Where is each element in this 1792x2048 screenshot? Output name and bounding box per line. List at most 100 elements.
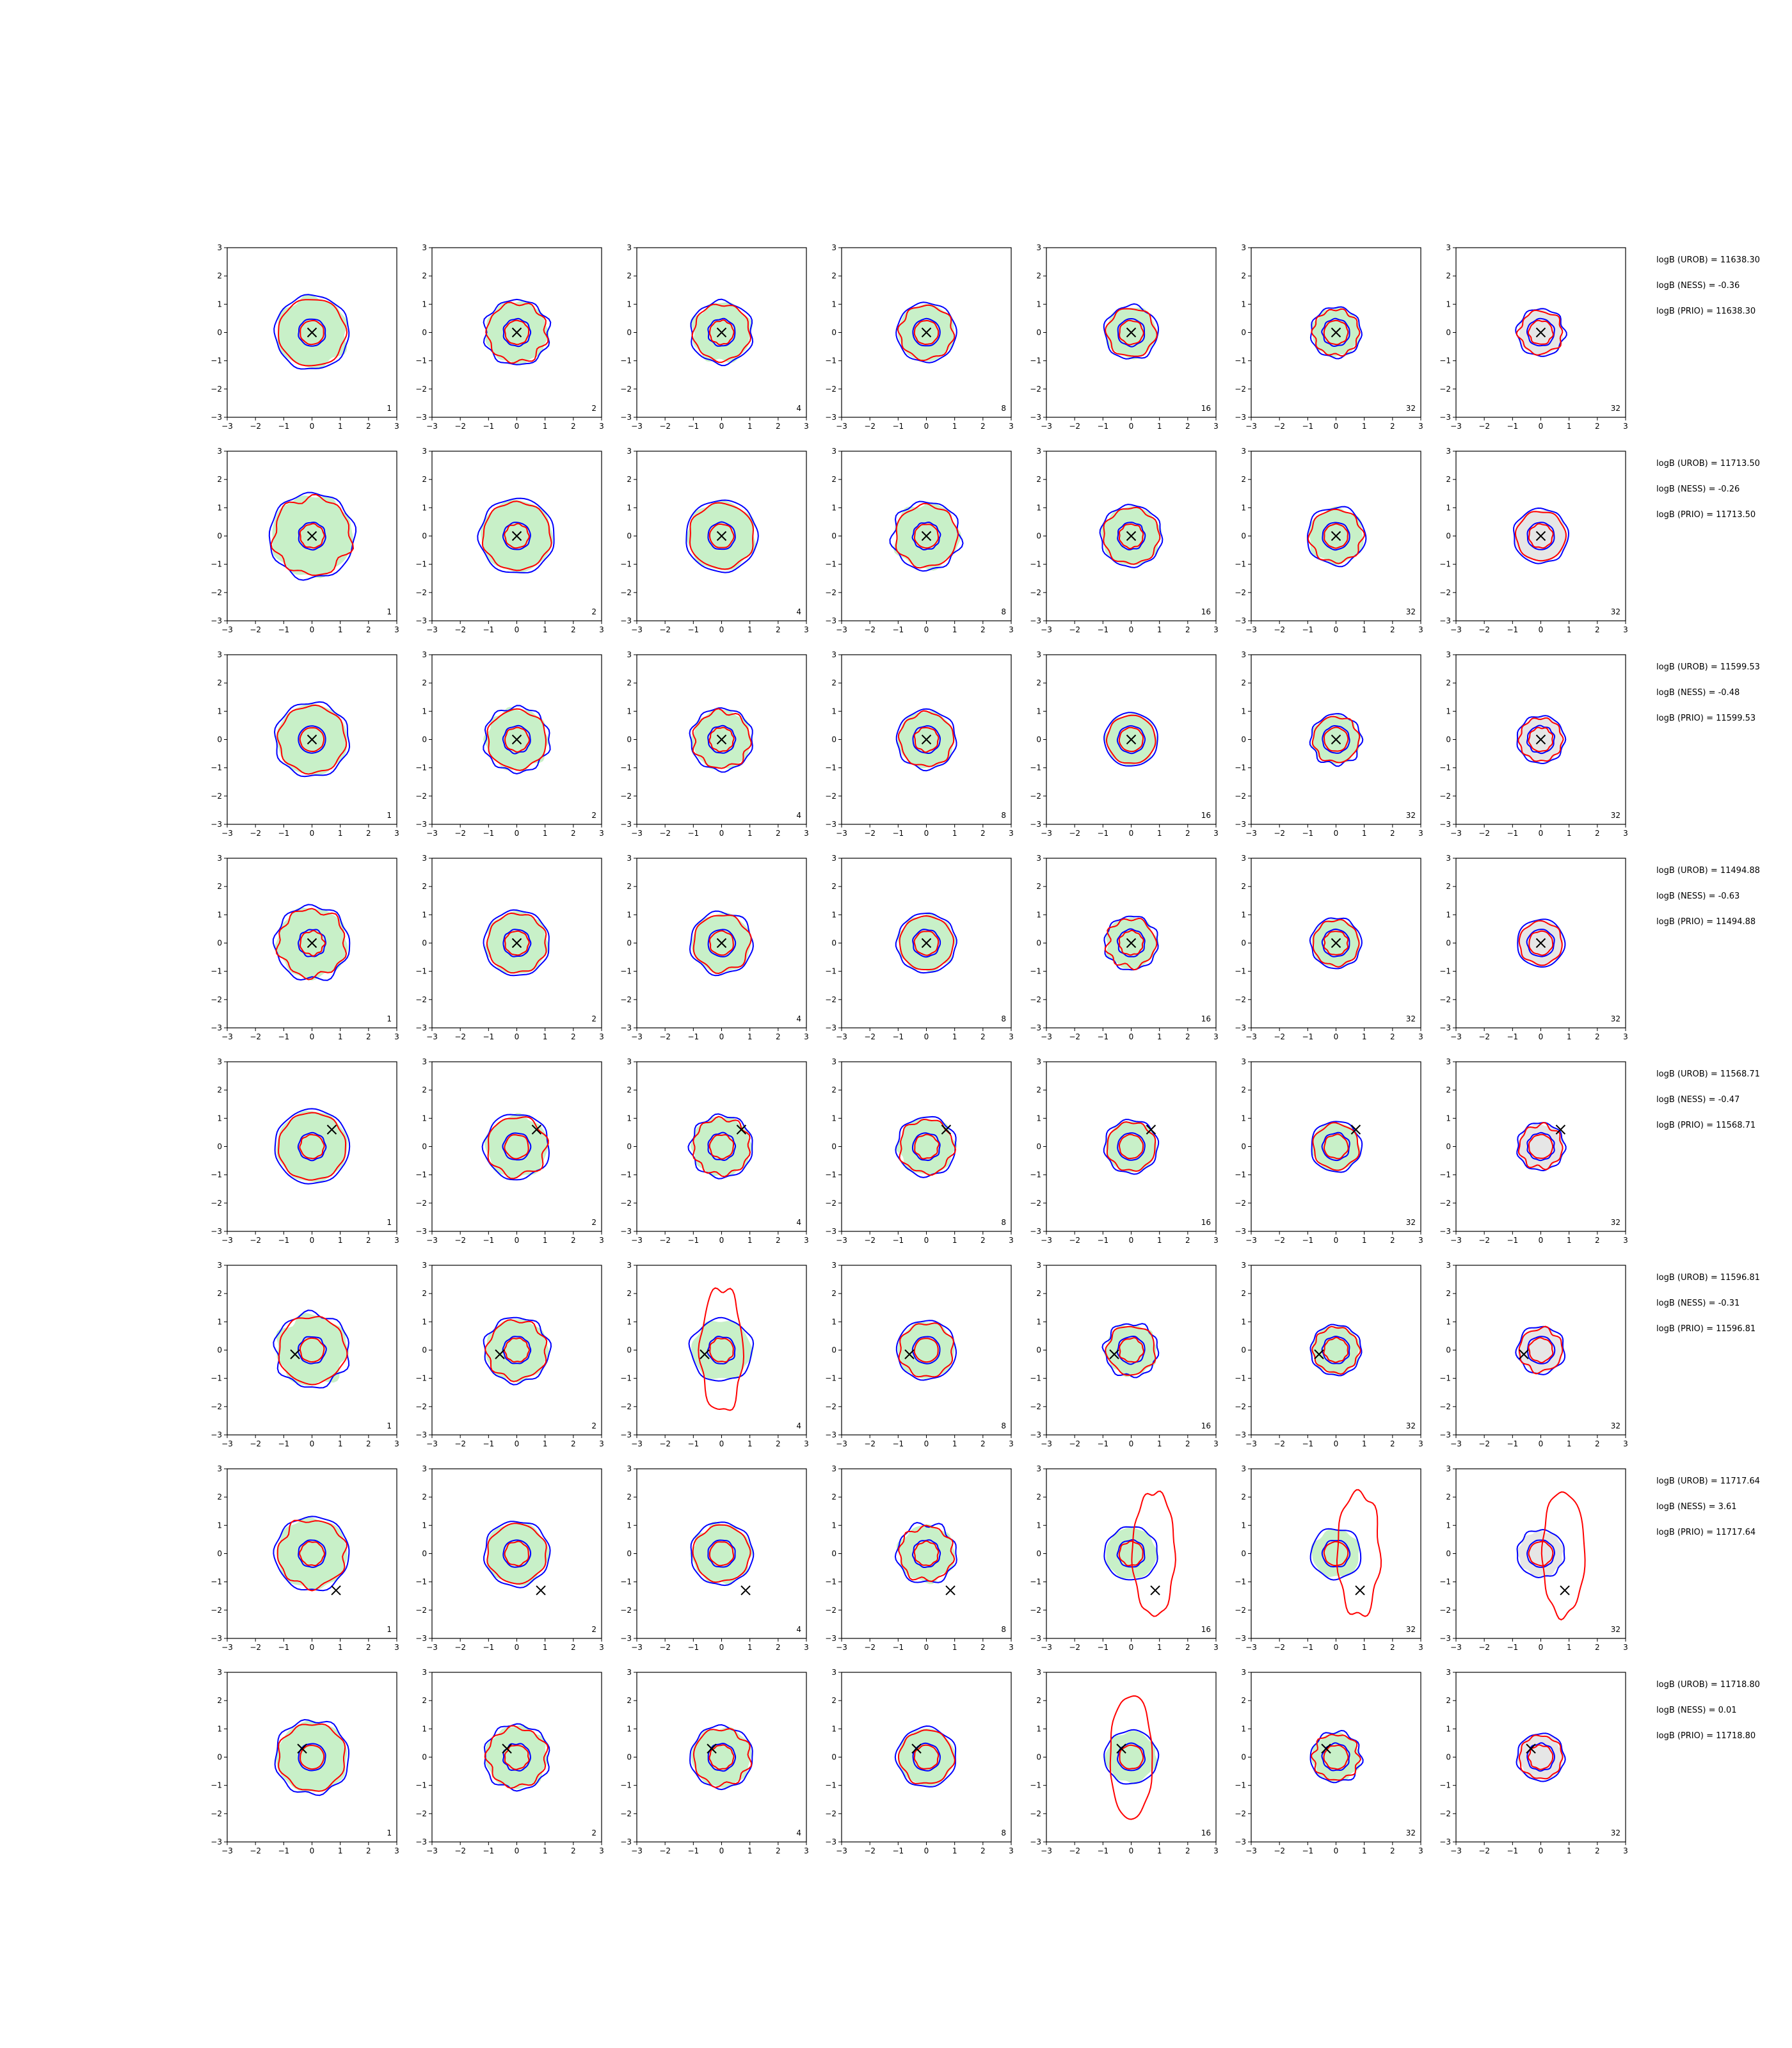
red-contour-outer [1518, 920, 1563, 966]
blue-contour-inner [1526, 1539, 1555, 1568]
y-tick-label: 3 [1446, 854, 1451, 863]
x-tick-label: −3 [1450, 1846, 1462, 1855]
x-tick-label: −1 [1097, 625, 1108, 634]
blue-contour-outer [688, 1316, 755, 1382]
y-tick-label: −2 [211, 995, 222, 1004]
y-tick-label: 2 [1036, 882, 1041, 891]
x-tick-label: −3 [1245, 625, 1257, 634]
x-tick-label: 3 [599, 1846, 604, 1855]
y-tick-label: 3 [1446, 650, 1451, 659]
x-tick-label: −2 [250, 1846, 261, 1855]
panel-count-label: 1 [387, 607, 392, 616]
red-contour-outer [698, 1287, 745, 1411]
y-tick-label: −2 [211, 792, 222, 801]
panel-count-label: 32 [1611, 1014, 1620, 1023]
x-tick-label: 1 [543, 625, 548, 634]
panel-contours [483, 1316, 552, 1386]
panel-count-label: 32 [1406, 811, 1416, 820]
y-tick-label: −2 [825, 1606, 836, 1615]
y-tick-label: −2 [1439, 1199, 1451, 1208]
y-tick-label: 2 [217, 678, 222, 687]
y-tick-label: −3 [1235, 1837, 1246, 1846]
y-tick-label: 2 [1446, 1492, 1451, 1501]
y-tick-label: 3 [422, 1668, 427, 1677]
x-tick-label: −3 [836, 1846, 847, 1855]
x-tick-label: 1 [1567, 1439, 1572, 1448]
x-tick-label: 3 [1418, 1846, 1423, 1855]
panel-count-label: 16 [1201, 607, 1211, 616]
true-value-marker [1555, 1124, 1566, 1135]
x-tick-label: −2 [454, 1032, 466, 1041]
y-tick-label: −1 [620, 1171, 632, 1180]
y-tick-label: 0 [422, 735, 427, 744]
y-tick-label: 0 [217, 1753, 222, 1762]
x-tick-label: −2 [1478, 1032, 1490, 1041]
x-tick-label: −3 [1245, 829, 1257, 838]
blue-contour-inner [502, 724, 531, 755]
true-value-marker [1314, 1349, 1324, 1359]
panel-r1-c5: −3 −2 −1 0 1 2 3 3 2 1 0 −1 −2 −3 16 [1030, 243, 1219, 431]
y-tick-label: 3 [1446, 1668, 1451, 1677]
y-tick-label: −2 [1030, 385, 1041, 394]
y-tick-label: −2 [620, 385, 632, 394]
panel-count-label: 4 [796, 1828, 801, 1837]
x-tick-label: 2 [366, 1846, 371, 1855]
y-tick-label: 2 [217, 1289, 222, 1298]
blue-contour-inner [1321, 1539, 1351, 1568]
y-tick-label: −1 [1235, 1374, 1246, 1383]
x-tick-label: 2 [776, 1643, 781, 1652]
y-tick-label: −3 [1030, 1634, 1041, 1643]
x-tick-label: 3 [1418, 422, 1423, 431]
y-tick-label: 1 [831, 300, 836, 308]
red-contour-outer [1336, 1489, 1382, 1617]
x-tick-label: 1 [1362, 1643, 1367, 1652]
y-tick-label: 2 [1241, 882, 1246, 891]
x-tick-label: 2 [980, 1643, 986, 1652]
x-tick-label: −1 [1097, 1643, 1108, 1652]
red-contour-outer [1311, 1325, 1361, 1375]
logB-prio-label: logB (PRIO) = 11599.53 [1656, 714, 1756, 723]
true-value-marker [1331, 327, 1341, 338]
x-tick-label: 3 [394, 1846, 399, 1855]
blue-contour-inner [707, 1743, 737, 1772]
x-tick-label: −3 [1450, 1032, 1462, 1041]
y-tick-label: 1 [1036, 300, 1041, 308]
x-tick-label: −1 [892, 1439, 904, 1448]
x-tick-label: −1 [483, 1032, 494, 1041]
y-tick-label: −1 [415, 560, 427, 569]
x-tick-label: 0 [924, 422, 929, 431]
x-tick-label: −2 [864, 422, 876, 431]
x-tick-label: −1 [1507, 1643, 1518, 1652]
y-tick-label: −2 [1235, 588, 1246, 597]
y-tick-label: 2 [1036, 1289, 1041, 1298]
logB-urob-label: logB (UROB) = 11718.80 [1656, 1680, 1760, 1690]
x-tick-label: −2 [250, 1643, 261, 1652]
panel-contours [1516, 1491, 1586, 1621]
y-tick-label: 2 [1446, 1696, 1451, 1705]
y-tick-label: 3 [1036, 243, 1041, 252]
blue-contour-outer [1515, 308, 1567, 357]
y-tick-label: −2 [211, 1606, 222, 1615]
red-contour-inner [708, 1541, 735, 1567]
x-tick-label: 3 [1623, 422, 1628, 431]
y-tick-label: 0 [217, 532, 222, 541]
y-tick-label: −3 [1030, 1837, 1041, 1846]
y-tick-label: 2 [1036, 1085, 1041, 1094]
red-contour-outer [484, 1725, 549, 1789]
red-contour-inner [300, 1744, 325, 1770]
y-tick-label: −1 [211, 967, 222, 976]
red-contour-outer [898, 1322, 955, 1378]
panel-count-label: 16 [1201, 404, 1211, 413]
red-contour-outer [486, 912, 547, 974]
y-tick-label: 2 [1036, 1492, 1041, 1501]
red-contour-inner [913, 1744, 940, 1770]
y-tick-label: −2 [1235, 1606, 1246, 1615]
x-tick-label: −3 [1041, 1439, 1052, 1448]
true-value-marker [1331, 734, 1341, 745]
panel-count-label: 32 [1611, 1218, 1620, 1227]
y-tick-label: 3 [1446, 447, 1451, 456]
y-tick-label: −1 [211, 1578, 222, 1587]
x-tick-label: −2 [454, 829, 466, 838]
x-tick-label: −3 [1041, 1643, 1052, 1652]
y-tick-label: −1 [415, 356, 427, 365]
